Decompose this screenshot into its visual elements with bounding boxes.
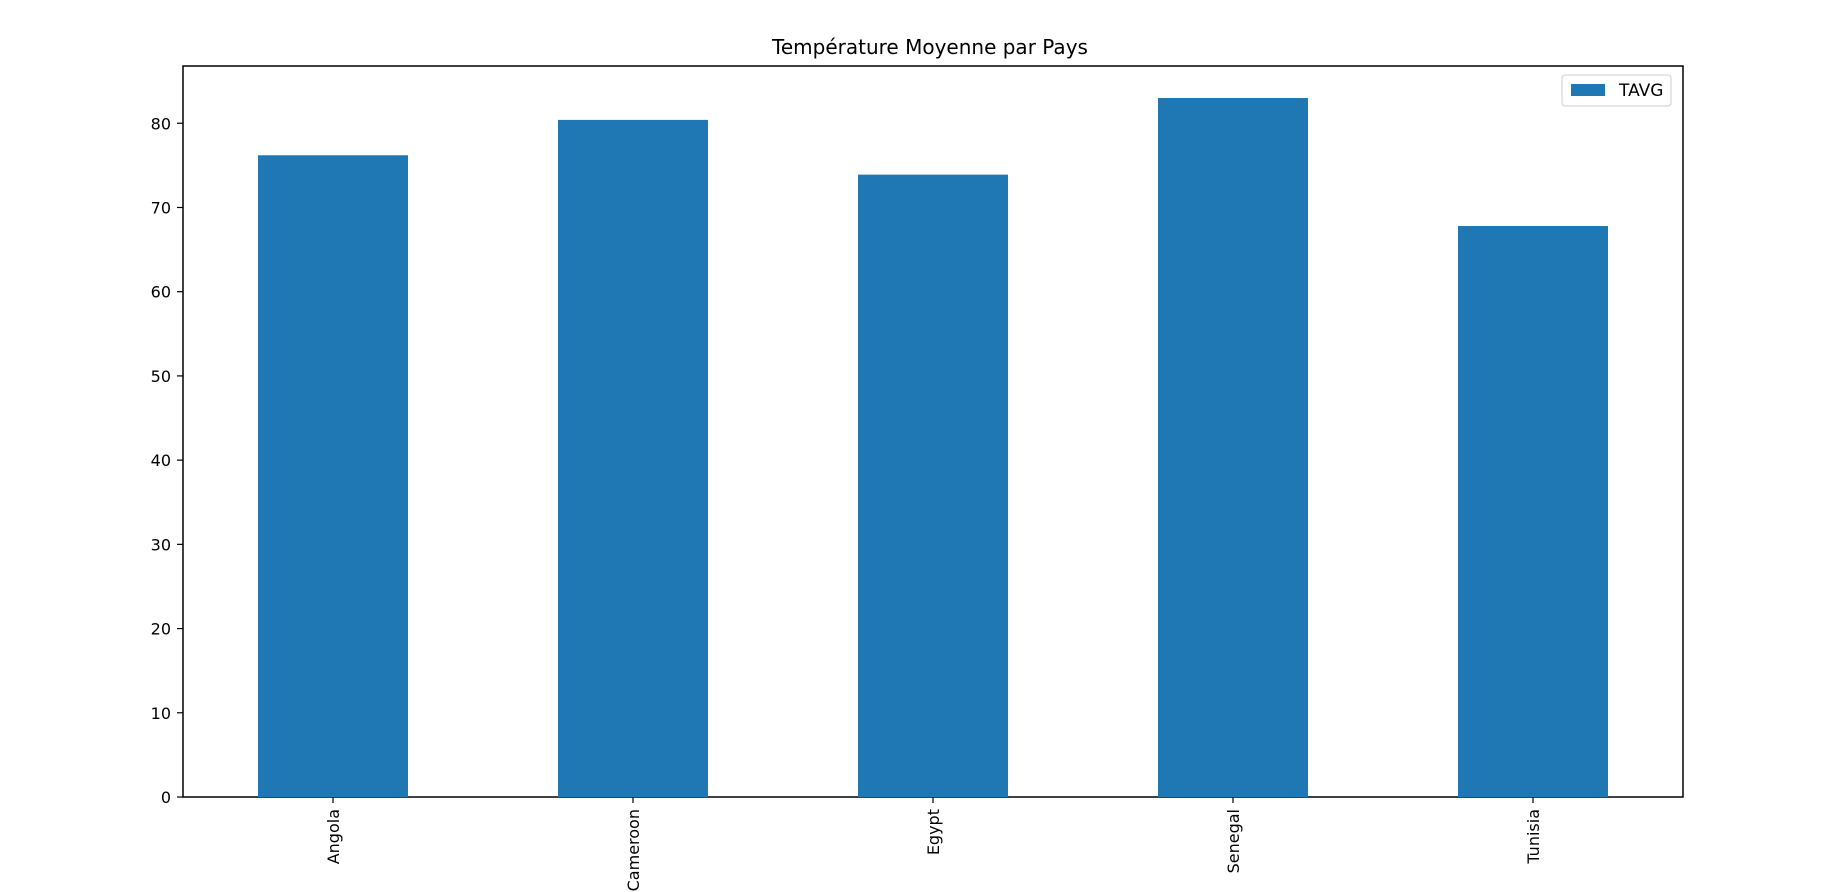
y-tick-label: 10 [151, 704, 171, 723]
y-tick-label: 80 [151, 114, 171, 133]
x-axis: Angola Cameroon Egypt Senegal Tunisia [324, 797, 1543, 891]
y-tick-label: 60 [151, 283, 171, 302]
bar-egypt [858, 174, 1008, 797]
bar-angola [258, 155, 408, 797]
x-tick-label-cameroon: Cameroon [624, 809, 643, 891]
legend-box [1561, 74, 1672, 107]
legend-swatch [1571, 84, 1605, 96]
x-tick-label-angola: Angola [324, 809, 343, 864]
x-tick-label-egypt: Egypt [924, 809, 943, 855]
bars-layer [258, 98, 1608, 797]
bar-tunisia [1458, 226, 1608, 797]
legend-label: TAVG [1618, 81, 1663, 101]
y-tick-label: 40 [151, 451, 171, 470]
x-tick-label-senegal: Senegal [1224, 809, 1243, 873]
bar-cameroon [558, 119, 708, 797]
chart-title: Température Moyenne par Pays [771, 35, 1088, 59]
y-tick-label: 20 [151, 620, 171, 639]
y-axis: 0 10 20 30 40 50 60 70 80 [151, 114, 183, 807]
legend: TAVG [1561, 74, 1672, 107]
y-tick-label: 70 [151, 198, 171, 217]
y-tick-label: 30 [151, 535, 171, 554]
y-tick-label: 0 [161, 788, 171, 807]
bar-senegal [1158, 98, 1308, 797]
x-tick-label-tunisia: Tunisia [1524, 809, 1543, 865]
y-tick-label: 50 [151, 367, 171, 386]
